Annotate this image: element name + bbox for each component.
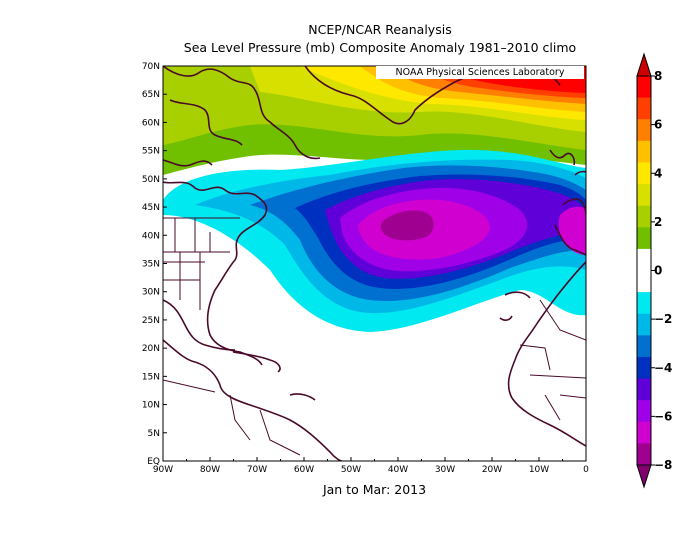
lat-tick-label: 35N bbox=[142, 260, 160, 270]
lat-tick-label: 45N bbox=[142, 203, 160, 213]
colorbar-band bbox=[637, 270, 651, 293]
lon-ticks: 90W 80W 70W 60W 50W 40W 30W 20W 10W 0 bbox=[153, 457, 589, 475]
title-line-2: Sea Level Pressure (mb) Composite Anomal… bbox=[183, 40, 577, 55]
credit-label: NOAA Physical Sciences Laboratory bbox=[376, 66, 584, 79]
lat-tick-label: 10N bbox=[142, 401, 160, 411]
lat-tick-label: 55N bbox=[142, 147, 160, 157]
anomaly-field bbox=[163, 66, 586, 461]
colorbar-band bbox=[637, 292, 651, 315]
lon-tick-label: 50W bbox=[341, 465, 361, 475]
colorbar-band bbox=[637, 184, 651, 207]
colorbar-band bbox=[637, 227, 651, 250]
lon-tick-label: 20W bbox=[482, 465, 502, 475]
colorbar-bottom-arrow bbox=[636, 464, 652, 489]
colorbar-band bbox=[637, 162, 651, 185]
lat-tick-label: 65N bbox=[142, 90, 160, 100]
lat-tick-label: 20N bbox=[142, 344, 160, 354]
colorbar-label: 0 bbox=[654, 264, 662, 278]
coastlines bbox=[163, 66, 586, 461]
lon-tick-label: 80W bbox=[200, 465, 220, 475]
title-line-1: NCEP/NCAR Reanalysis bbox=[308, 22, 452, 37]
colorbar-band bbox=[637, 356, 651, 380]
lon-tick-label: 70W bbox=[247, 465, 267, 475]
lat-ticks: EQ 5N 10N 15N 20N 25N 30N 35N 40N 45N 50N 55N 60N 65N… bbox=[142, 62, 167, 467]
colorbar-label: −8 bbox=[654, 458, 672, 472]
colorbar-label: −2 bbox=[654, 312, 672, 326]
lon-tick-label: 40W bbox=[388, 465, 408, 475]
lon-tick-label: 10W bbox=[529, 465, 549, 475]
colorbar-band bbox=[637, 140, 651, 163]
lon-tick-label: 0 bbox=[583, 465, 589, 475]
period-caption: Jan to Mar: 2013 bbox=[322, 482, 427, 497]
lat-tick-label: EQ bbox=[147, 457, 160, 467]
lat-tick-label: 5N bbox=[148, 429, 160, 439]
lat-tick-label: 15N bbox=[142, 372, 160, 382]
colorbar-top-arrow bbox=[636, 52, 652, 77]
lat-tick-label: 25N bbox=[142, 316, 160, 326]
colorbar-label: 4 bbox=[654, 166, 662, 180]
colorbar-label: 6 bbox=[654, 118, 662, 132]
colorbar-label: −4 bbox=[654, 361, 672, 375]
lon-tick-label: 60W bbox=[294, 465, 314, 475]
colorbar-label: −6 bbox=[654, 409, 672, 423]
lat-tick-label: 30N bbox=[142, 288, 160, 298]
lat-tick-label: 50N bbox=[142, 175, 160, 185]
colorbar-band bbox=[637, 421, 651, 444]
colorbar-label: 8 bbox=[654, 69, 662, 83]
colorbar-label: 2 bbox=[654, 215, 662, 229]
colorbar-band bbox=[637, 76, 651, 99]
negative-band-7plus bbox=[380, 210, 434, 241]
colorbar-band bbox=[637, 443, 651, 466]
colorbar-band bbox=[637, 313, 651, 336]
colorbar-band bbox=[637, 400, 651, 423]
colorbar-band bbox=[637, 335, 651, 358]
colorbar-band bbox=[637, 119, 651, 142]
political-boundaries bbox=[163, 217, 586, 456]
colorbar-band bbox=[637, 97, 651, 120]
lat-tick-label: 70N bbox=[142, 62, 160, 72]
lon-tick-label: 90W bbox=[153, 465, 173, 475]
lat-tick-label: 40N bbox=[142, 231, 160, 241]
lon-tick-label: 30W bbox=[435, 465, 455, 475]
colorbar-band bbox=[637, 378, 651, 401]
colorbar-band bbox=[637, 205, 651, 228]
colorbar-band bbox=[637, 248, 651, 271]
lat-tick-label: 60N bbox=[142, 118, 160, 128]
colorbar: 8 6 4 2 0 −2 −4 −6 −8 bbox=[636, 52, 672, 489]
